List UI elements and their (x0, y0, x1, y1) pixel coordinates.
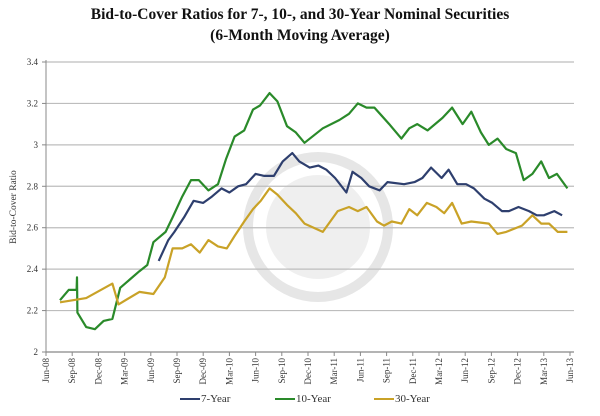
x-tick-label: Jun-11 (355, 358, 365, 382)
x-tick-label: Mar-11 (329, 358, 339, 384)
y-tick-label: 3 (34, 140, 39, 150)
x-tick-label: Dec-12 (513, 358, 523, 385)
x-tick-label: Jun-12 (460, 358, 470, 383)
y-axis-label: Bid-to-Cover Ratio (9, 170, 19, 244)
x-tick-label: Dec-09 (198, 358, 208, 385)
x-tick-label: Jun-13 (565, 358, 575, 383)
legend-item-10-year: 10-Year (275, 393, 331, 405)
x-tick-label: Sep-10 (277, 358, 287, 384)
x-tick-label: Dec-10 (303, 358, 313, 385)
x-tick-label: Jun-10 (251, 358, 261, 383)
x-tick-label: Mar-13 (539, 358, 549, 385)
y-tick-label: 2.4 (27, 264, 39, 274)
x-tick-label: Mar-12 (434, 358, 444, 385)
x-tick-label: Jun-08 (41, 358, 51, 383)
x-tick-label: Sep-11 (382, 358, 392, 383)
y-tick-label: 2.6 (27, 223, 39, 233)
x-tick-label: Sep-12 (486, 358, 496, 384)
legend-swatch (374, 398, 394, 400)
legend-label: 10-Year (296, 393, 331, 405)
x-tick-label: Mar-10 (224, 358, 234, 385)
series-line-7-year (157, 152, 563, 262)
x-tick-label: Dec-11 (408, 358, 418, 384)
legend-swatch (180, 398, 200, 400)
series-line-10-year (59, 92, 569, 331)
series-line-30-year (59, 187, 568, 306)
treasury-seal-watermark (243, 152, 393, 302)
legend-label: 7-Year (201, 393, 231, 405)
x-tick-label: Dec-08 (93, 358, 103, 385)
legend-item-30-year: 30-Year (374, 393, 430, 405)
y-tick-label: 2.8 (27, 181, 39, 191)
legend-label: 30-Year (395, 393, 430, 405)
y-tick-label: 2 (34, 347, 39, 357)
chart-subtitle: (6-Month Moving Average) (210, 27, 390, 44)
chart-title: Bid-to-Cover Ratios for 7-, 10-, and 30-… (90, 6, 510, 23)
x-tick-label: Jun-09 (146, 358, 156, 383)
legend-swatch (275, 398, 295, 400)
x-tick-label: Sep-08 (67, 358, 77, 384)
y-tick-label: 3.4 (27, 57, 39, 67)
x-tick-label: Mar-09 (120, 358, 130, 385)
x-tick-label: Sep-09 (172, 358, 182, 384)
legend-item-7-year: 7-Year (180, 393, 230, 405)
y-tick-label: 3.2 (27, 98, 38, 108)
y-tick-label: 2.2 (27, 306, 38, 316)
